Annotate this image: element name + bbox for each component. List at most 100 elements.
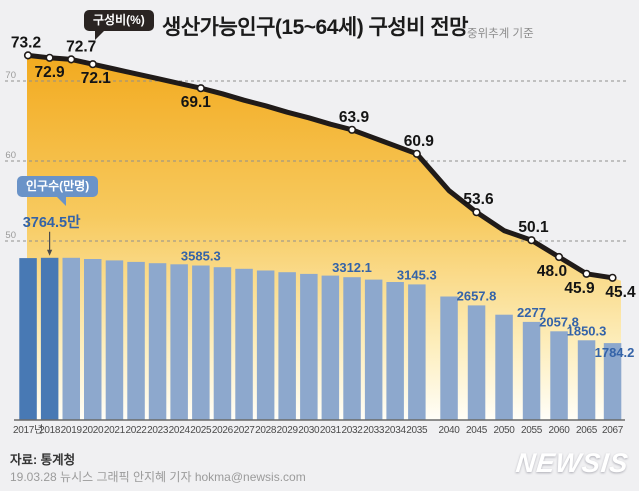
x-tick-label: 2035: [406, 425, 428, 436]
legend-line-label: 구성비(%): [93, 13, 145, 27]
bar-value-label: 3585.3: [181, 248, 221, 263]
line-dot: [472, 208, 481, 217]
line-dot: [196, 84, 205, 93]
gridlines: 70 60 50: [5, 70, 628, 242]
line-dot: [23, 51, 33, 60]
x-tick-label: 2018: [39, 425, 61, 436]
line-dot: [45, 53, 54, 62]
bar: [321, 275, 340, 420]
bar: [440, 296, 458, 420]
x-tick-label: 2060: [548, 425, 570, 436]
line-dot: [582, 269, 591, 278]
page-title: 생산가능인구(15~64세) 구성비 전망: [162, 16, 468, 39]
line-dot: [527, 236, 536, 245]
legend-bar-bubble: 인구수(만명): [17, 176, 99, 207]
x-tick-label: 2065: [576, 425, 598, 436]
line-value-label: 45.9: [564, 280, 595, 297]
x-tick-label: 2017년: [13, 424, 43, 436]
x-tick-label: 2021: [104, 425, 126, 436]
bars: [19, 257, 622, 420]
legend-bar-bubble-tail: [56, 196, 66, 207]
bar: [603, 343, 622, 420]
x-tick-label: 2023: [147, 425, 169, 436]
line-series: [25, 52, 615, 281]
peak-value-label: 3764.5만: [23, 214, 81, 231]
x-tick-label: 2022: [125, 425, 147, 436]
bar: [408, 284, 426, 420]
x-tick-label: 2031: [320, 425, 342, 436]
legend-bar-label: 인구수(만명): [26, 179, 90, 193]
newsis-logo: NEWSIS: [514, 448, 631, 478]
bar-value-label: 2057.8: [539, 314, 579, 329]
x-tick-label: 2030: [298, 425, 320, 436]
line-value-label: 60.9: [404, 133, 435, 150]
line-dot: [88, 60, 97, 69]
bar: [213, 267, 232, 420]
credit-text: 19.03.28 뉴시스 그래픽 안지혜 기자 hokma@newsis.com: [10, 470, 306, 484]
line-value-label: 69.1: [181, 94, 212, 111]
line-value-label: 72.7: [66, 38, 96, 55]
bar-value-label: 2277: [517, 305, 546, 320]
bar: [386, 282, 404, 420]
x-tick-label: 2028: [255, 425, 277, 436]
bar: [467, 305, 486, 420]
legend-line-bubble-tail: [95, 30, 105, 41]
line-value-label: 48.0: [537, 263, 567, 280]
bar: [522, 321, 541, 420]
line-value-label: 45.4: [605, 284, 636, 301]
bar-value-label: 2657.8: [457, 288, 497, 303]
bar: [105, 260, 124, 420]
line-dot: [67, 55, 76, 64]
bar-value-label: 1784.2: [595, 345, 635, 360]
bar: [495, 314, 513, 420]
x-tick-label: 2040: [438, 425, 460, 436]
bar: [343, 277, 361, 420]
peak-arrow-head: [47, 249, 53, 256]
x-tick-label: 2024: [169, 425, 191, 436]
x-tick-label: 2020: [82, 425, 104, 436]
y-tick-label: 70: [5, 70, 16, 81]
line-value-label: 73.2: [11, 34, 41, 51]
line-dot: [554, 252, 564, 262]
bar: [577, 340, 596, 420]
x-tick-label: 2050: [493, 425, 515, 436]
line-dot: [347, 125, 357, 134]
bar: [40, 257, 59, 420]
bar: [364, 279, 383, 420]
subtitle: 중위추계 기준: [467, 28, 534, 40]
x-tick-label: 2055: [521, 425, 543, 436]
bar: [256, 270, 275, 420]
bar: [148, 263, 167, 420]
line-points: 73.2 72.972.7 72.1 69.1 63.9 60.9 53.6 50.1 48.0…: [11, 34, 636, 300]
bar: [84, 259, 102, 420]
line-value-label: 50.1: [518, 219, 549, 236]
x-tick-label: 2026: [212, 425, 234, 436]
bar: [550, 331, 568, 420]
bar: [235, 268, 253, 420]
x-tick-label: 2033: [363, 425, 385, 436]
x-tick-label: 2034: [385, 425, 407, 436]
line-value-label: 72.1: [81, 70, 112, 87]
x-tick-label: 2067: [602, 425, 624, 436]
y-tick-label: 60: [5, 150, 16, 161]
y-tick-label: 50: [5, 230, 16, 241]
x-tick-label: 2032: [341, 425, 363, 436]
bar: [62, 257, 80, 420]
bar: [300, 273, 318, 420]
line-value-label: 63.9: [339, 109, 370, 126]
bar: [19, 258, 37, 420]
bar-value-label: 1850.3: [567, 323, 607, 338]
legend-line-bubble: 구성비(%): [84, 10, 154, 41]
line-value-label: 72.9: [35, 64, 66, 81]
source-text: 자료: 통계청: [10, 453, 76, 467]
x-tick-label: 2019: [61, 425, 83, 436]
line-dot: [608, 273, 617, 282]
bar-labels: 3764.5만 3585.3 3312.1 3145.3 2657.8 22772057.…: [23, 214, 635, 360]
x-tick-label: 2027: [233, 425, 255, 436]
line-value-label: 53.6: [463, 191, 494, 208]
bar: [278, 272, 296, 420]
line-dot: [412, 149, 421, 158]
